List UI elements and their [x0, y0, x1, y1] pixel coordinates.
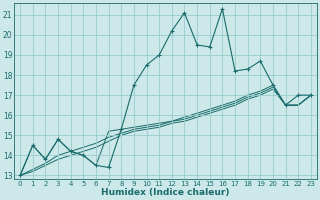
X-axis label: Humidex (Indice chaleur): Humidex (Indice chaleur)	[101, 188, 230, 197]
